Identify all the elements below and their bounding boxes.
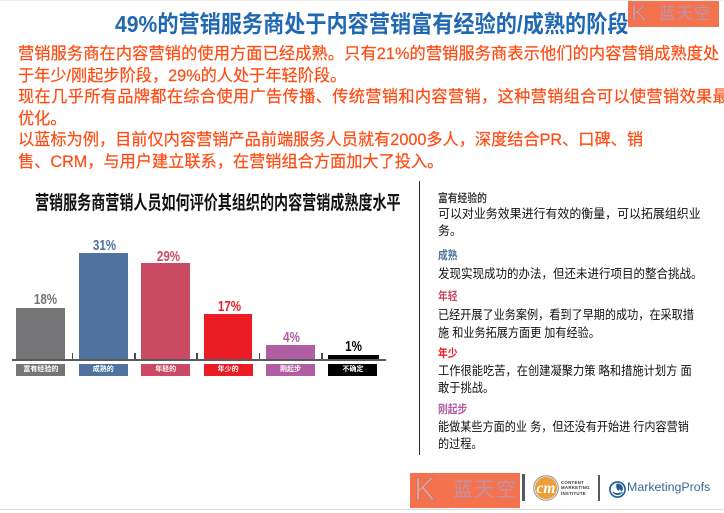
svg-text:cm: cm — [537, 480, 556, 497]
